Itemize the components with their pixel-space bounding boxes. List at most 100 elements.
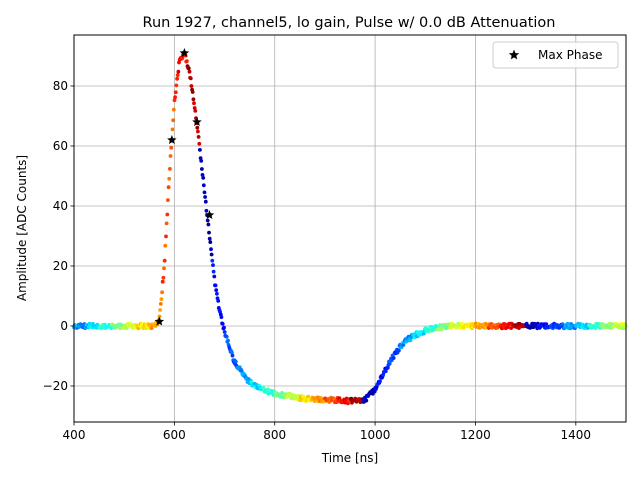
- max-phase-star: [154, 316, 165, 326]
- data-point: [174, 83, 179, 88]
- data-point: [193, 109, 198, 113]
- data-point: [168, 167, 172, 171]
- axis-ticks: 400 600 800 1000 1200 1400 −20 0 20 40 60 80: [43, 79, 591, 442]
- data-point: [170, 127, 175, 132]
- data-point: [159, 297, 164, 301]
- data-point: [158, 308, 163, 312]
- data-point: [214, 288, 219, 292]
- y-tick-label: 60: [53, 139, 68, 153]
- data-point: [219, 315, 224, 319]
- data-point: [180, 56, 185, 61]
- data-point: [176, 69, 181, 74]
- x-tick-label: 600: [163, 428, 186, 442]
- data-point: [211, 269, 216, 274]
- data-point: [211, 263, 215, 267]
- data-point: [378, 379, 382, 384]
- data-point: [172, 98, 177, 103]
- data-point: [164, 234, 168, 239]
- max-phase-star: [192, 117, 202, 126]
- data-point: [544, 322, 549, 326]
- data-point: [226, 338, 230, 343]
- data-point: [505, 325, 510, 329]
- data-point: [383, 369, 388, 374]
- x-tick-label: 1400: [561, 428, 592, 442]
- data-point: [301, 394, 305, 399]
- data-point: [216, 299, 221, 303]
- y-tick-label: −20: [43, 379, 68, 393]
- data-point: [204, 208, 209, 213]
- data-point: [210, 258, 215, 263]
- data-point: [168, 154, 173, 158]
- x-tick-label: 1000: [360, 428, 391, 442]
- data-point: [189, 84, 194, 88]
- x-tick-label: 1200: [460, 428, 491, 442]
- data-point: [202, 190, 207, 195]
- data-point: [230, 350, 234, 355]
- data-point: [191, 97, 196, 102]
- data-point: [201, 176, 206, 180]
- legend-star-marker: [508, 49, 520, 60]
- data-point: [364, 398, 369, 403]
- data-point: [207, 236, 212, 241]
- legend-label: Max Phase: [538, 48, 602, 62]
- data-point: [162, 266, 166, 271]
- data-point: [201, 183, 206, 188]
- data-point: [203, 195, 208, 199]
- legend-star-icon: [508, 49, 520, 60]
- data-point: [173, 90, 178, 95]
- legend: Max Phase: [492, 41, 619, 69]
- data-point: [230, 353, 235, 358]
- data-point: [166, 185, 171, 190]
- data-point: [206, 222, 211, 227]
- data-point: [298, 398, 303, 403]
- data-point: [203, 199, 208, 204]
- data-point: [195, 125, 200, 130]
- data-point: [162, 258, 167, 263]
- data-point: [165, 212, 170, 217]
- data-point: [196, 129, 200, 134]
- data-point: [397, 348, 401, 353]
- max-phase-markers: [154, 48, 215, 326]
- y-tick-label: 0: [60, 319, 68, 333]
- data-point: [196, 135, 201, 139]
- max-phase-star: [204, 210, 215, 219]
- data-point: [163, 243, 168, 248]
- data-point: [175, 76, 180, 81]
- x-axis-label: Time [ns]: [321, 451, 378, 465]
- data-point: [239, 369, 244, 373]
- data-point: [200, 167, 204, 171]
- data-point: [222, 325, 226, 330]
- y-tick-label: 20: [53, 259, 68, 273]
- grid-lines: [73, 35, 626, 422]
- data-point: [391, 356, 396, 360]
- data-point: [166, 198, 170, 203]
- data-point: [212, 274, 217, 279]
- data-point: [158, 302, 163, 306]
- data-point: [205, 218, 210, 223]
- data-point: [185, 59, 189, 64]
- data-points: [72, 52, 628, 406]
- x-tick-label: 800: [263, 428, 286, 442]
- data-point: [208, 240, 213, 245]
- data-point: [408, 338, 413, 342]
- data-point: [220, 322, 225, 326]
- y-axis-label: Amplitude [ADC Counts]: [15, 155, 29, 301]
- y-tick-label: 40: [53, 199, 68, 213]
- plot-frame: [73, 34, 627, 423]
- data-point: [509, 326, 513, 330]
- data-point: [224, 334, 229, 339]
- data-point: [209, 247, 213, 252]
- x-tick-label: 400: [63, 428, 86, 442]
- data-point: [188, 76, 193, 81]
- data-point: [198, 148, 202, 152]
- data-point: [173, 95, 178, 100]
- data-point: [233, 359, 238, 364]
- data-point: [199, 159, 204, 163]
- y-tick-label: 80: [53, 79, 68, 93]
- data-point: [169, 145, 174, 150]
- data-point: [157, 314, 162, 319]
- legend-box: [492, 41, 619, 69]
- data-point: [161, 275, 166, 280]
- data-point: [164, 221, 169, 226]
